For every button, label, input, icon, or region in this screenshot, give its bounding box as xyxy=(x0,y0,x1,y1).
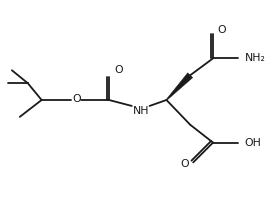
Text: O: O xyxy=(114,65,123,75)
Text: O: O xyxy=(72,94,81,104)
Text: NH₂: NH₂ xyxy=(245,53,266,63)
Text: O: O xyxy=(181,159,189,169)
Text: NH: NH xyxy=(133,106,149,116)
Text: OH: OH xyxy=(245,138,262,148)
Polygon shape xyxy=(166,73,193,100)
Text: O: O xyxy=(217,25,226,35)
